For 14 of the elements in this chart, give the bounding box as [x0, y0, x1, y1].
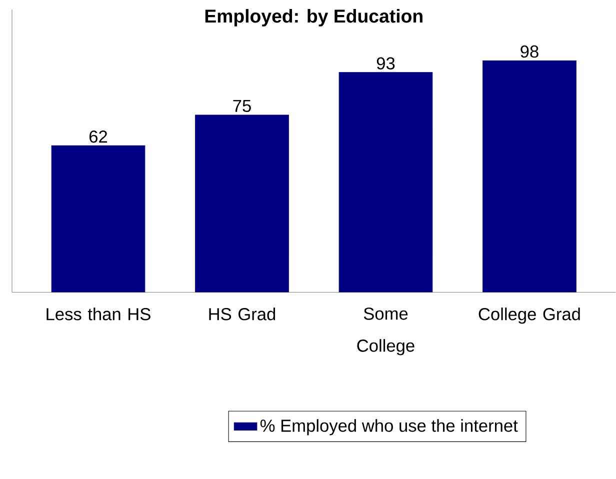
data-label: 93 [376, 57, 395, 70]
bar [338, 72, 433, 292]
bar [482, 60, 576, 292]
chart-title: Employed: by Education [205, 9, 422, 27]
x-tick-label: Some College [357, 308, 414, 356]
bar [51, 146, 146, 292]
x-tick-label: Less than HS [46, 308, 150, 320]
legend-label: % Employed who use the internet [260, 419, 518, 436]
bar [195, 114, 289, 292]
data-label: 98 [520, 46, 538, 58]
data-label: 62 [89, 130, 107, 143]
data-label: 75 [233, 100, 251, 112]
x-tick-label: HS Grad [209, 308, 276, 320]
x-tick-label: College Grad [478, 308, 580, 324]
